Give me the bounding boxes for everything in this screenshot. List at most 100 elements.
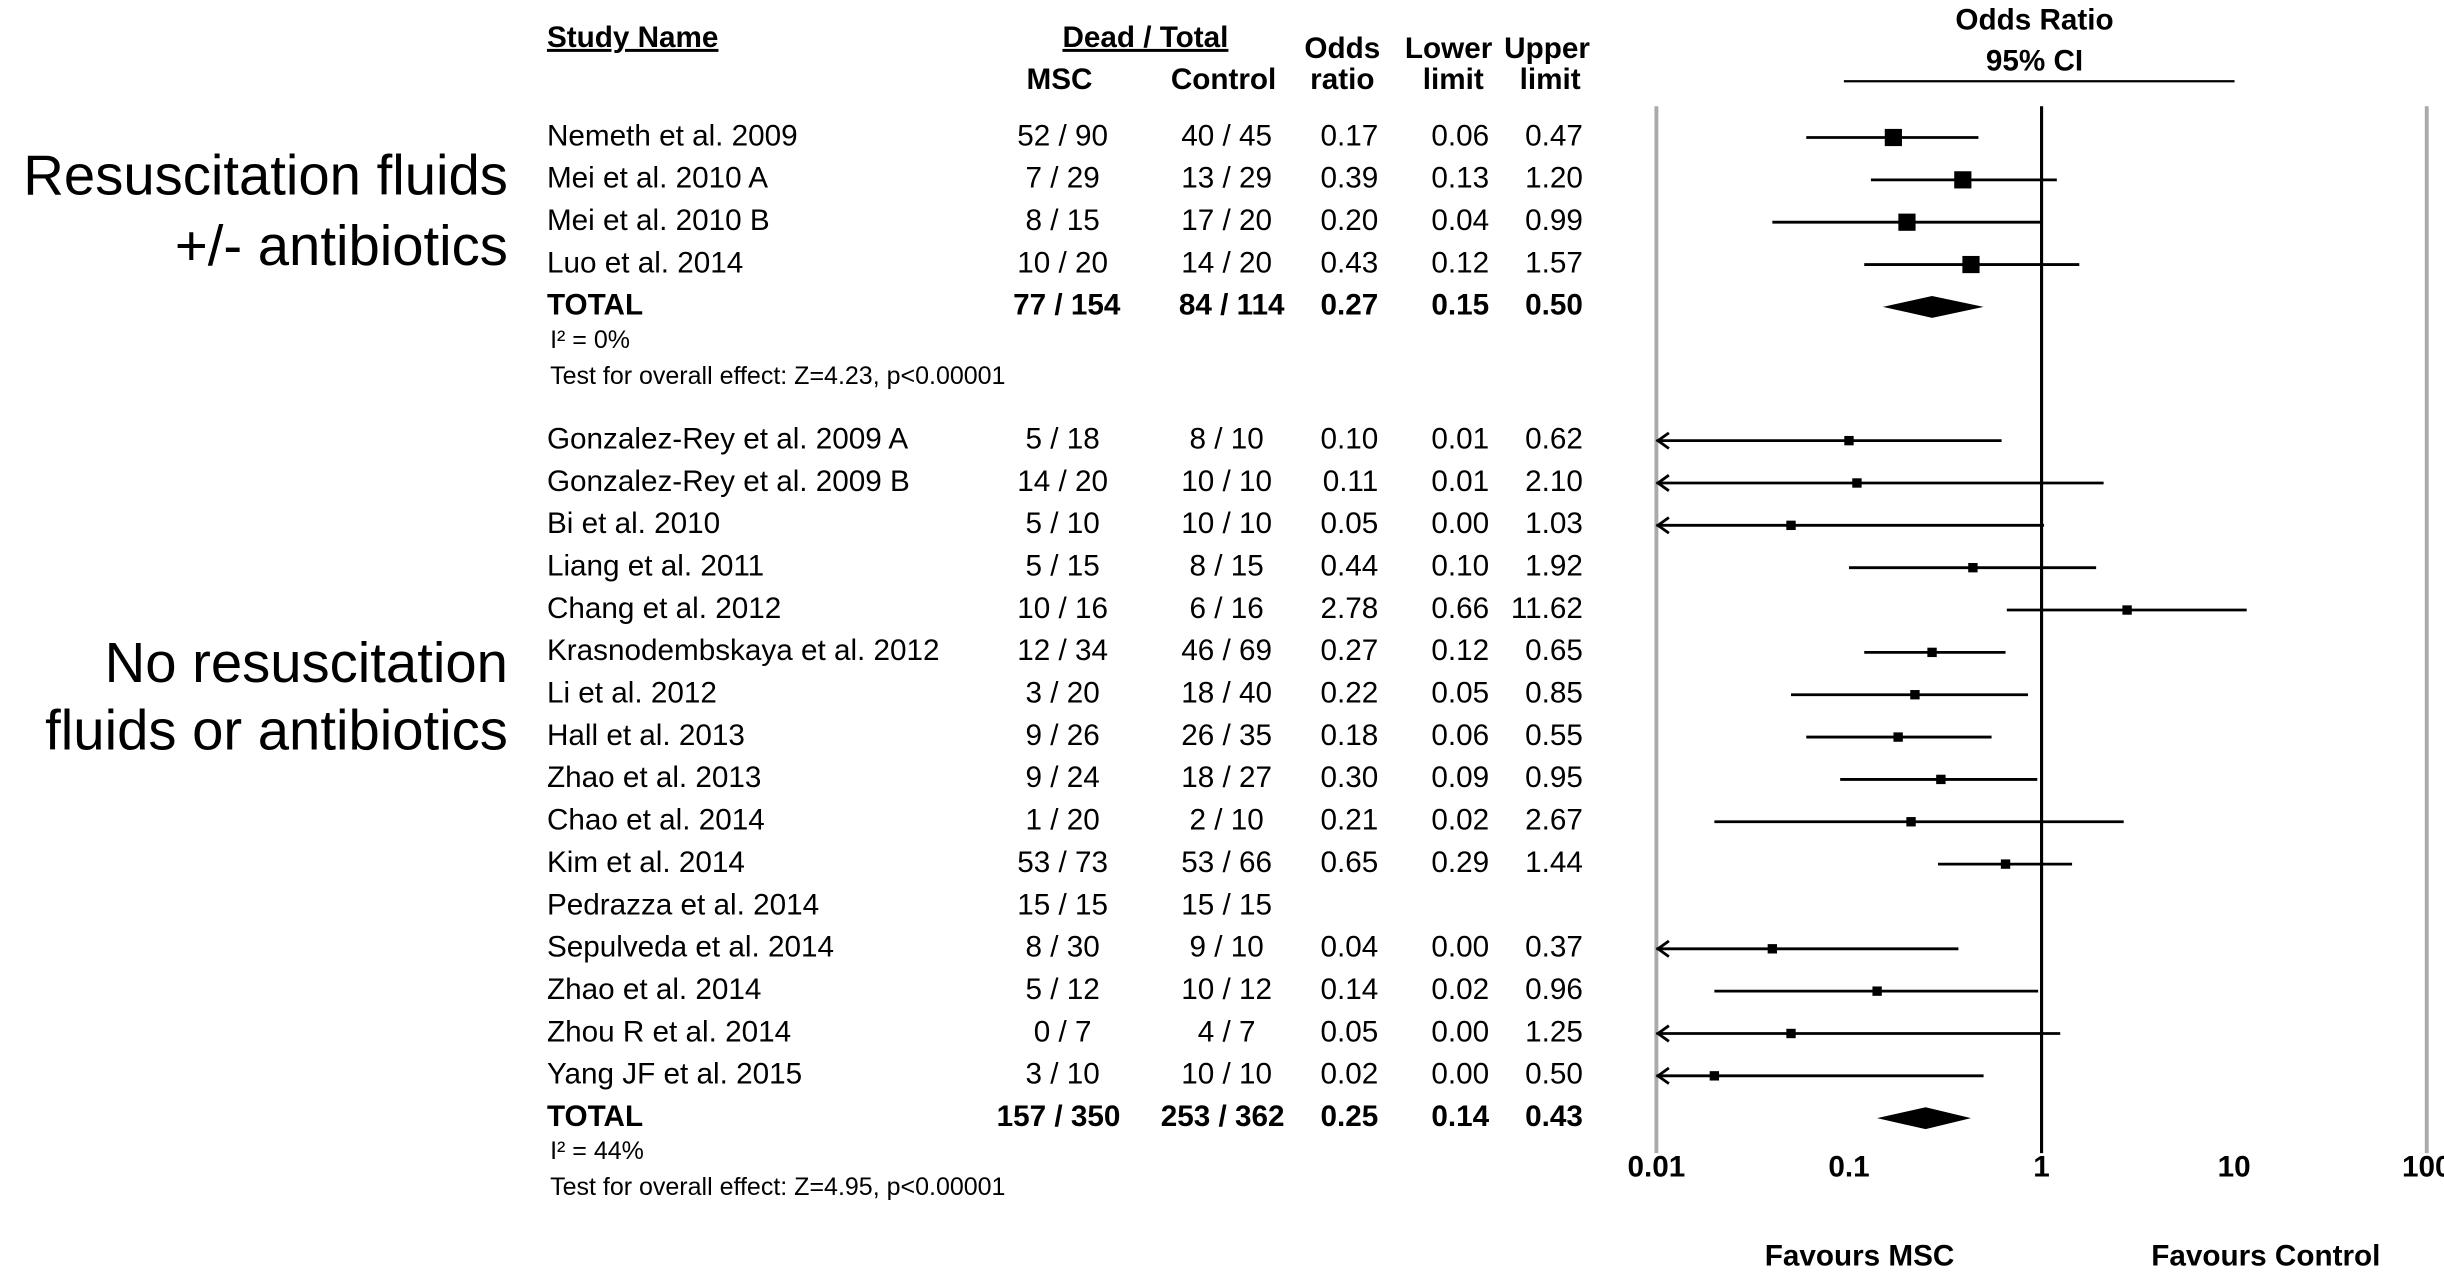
- pooled-diamond: [1877, 1107, 1971, 1130]
- study-name: Sepulveda et al. 2014: [547, 931, 834, 964]
- control-count: 53 / 66: [1181, 846, 1272, 879]
- point-estimate: [1968, 562, 1978, 573]
- header-control: Control: [1171, 63, 1276, 96]
- or-value: 0.10: [1320, 422, 1378, 455]
- or-value: 2.78: [1320, 592, 1378, 625]
- msc-count: 52 / 90: [1017, 119, 1108, 152]
- ci-arrow: [1655, 1066, 1670, 1085]
- ci-arrow: [1655, 1024, 1670, 1043]
- lower-value: 0.12: [1431, 246, 1489, 279]
- point-estimate: [1852, 478, 1862, 488]
- msc-count: 3 / 20: [1025, 677, 1099, 710]
- header-lower: limit: [1423, 63, 1484, 96]
- header-or: ratio: [1310, 63, 1374, 96]
- upper-value: 0.50: [1525, 1058, 1583, 1091]
- total-lower: 0.15: [1431, 289, 1489, 322]
- x-tick-label: 0.1: [1828, 1151, 1869, 1184]
- lower-value: 0.00: [1431, 931, 1489, 964]
- point-estimate: [1872, 986, 1882, 996]
- group-label: Resuscitation fluids: [23, 144, 508, 207]
- header-msc: MSC: [1027, 63, 1093, 96]
- control-count: 9 / 10: [1190, 931, 1264, 964]
- upper-value: 1.20: [1525, 162, 1583, 195]
- x-tick-label: 10: [2218, 1151, 2251, 1184]
- point-estimate: [1786, 1028, 1796, 1039]
- or-value: 0.05: [1320, 1015, 1378, 1048]
- or-value: 0.05: [1320, 507, 1378, 540]
- group-label: No resuscitation: [105, 631, 508, 694]
- point-estimate: [1936, 774, 1946, 785]
- point-estimate: [1906, 817, 1916, 827]
- msc-count: 0 / 7: [1034, 1015, 1092, 1048]
- lower-value: 0.06: [1431, 119, 1489, 152]
- or-value: 0.14: [1320, 973, 1378, 1006]
- or-value: 0.39: [1320, 162, 1378, 195]
- control-count: 18 / 27: [1181, 761, 1272, 794]
- header-upper: Upper: [1504, 32, 1590, 65]
- control-count: 46 / 69: [1181, 634, 1272, 667]
- control-count: 14 / 20: [1181, 246, 1272, 279]
- axis-subtitle: 95% CI: [1986, 44, 2083, 77]
- point-estimate: [2000, 859, 2011, 869]
- or-value: 0.22: [1320, 677, 1378, 710]
- lower-value: 0.66: [1431, 592, 1489, 625]
- lower-value: 0.10: [1431, 550, 1489, 583]
- study-name: Bi et al. 2010: [547, 507, 720, 540]
- x-tick-label: 100: [2402, 1151, 2444, 1184]
- header-upper: limit: [1520, 63, 1581, 96]
- study-name: Li et al. 2012: [547, 677, 717, 710]
- total-control: 253 / 362: [1161, 1100, 1285, 1133]
- or-value: 0.02: [1320, 1058, 1378, 1091]
- upper-value: 0.99: [1525, 204, 1583, 237]
- point-estimate: [1954, 171, 1972, 189]
- group-label: +/- antibiotics: [175, 214, 508, 277]
- control-count: 18 / 40: [1181, 677, 1272, 710]
- msc-count: 15 / 15: [1017, 888, 1108, 921]
- upper-value: 0.37: [1525, 931, 1583, 964]
- lower-value: 0.00: [1431, 507, 1489, 540]
- msc-count: 14 / 20: [1017, 465, 1108, 498]
- study-name: Nemeth et al. 2009: [547, 119, 798, 152]
- study-name: Krasnodembskaya et al. 2012: [547, 634, 940, 667]
- study-name: Mei et al. 2010 B: [547, 204, 770, 237]
- ci-arrow: [1655, 939, 1670, 958]
- msc-count: 5 / 18: [1025, 422, 1099, 455]
- header-dead-total: Dead / Total: [1062, 21, 1228, 54]
- control-count: 8 / 10: [1190, 422, 1264, 455]
- or-value: 0.65: [1320, 846, 1378, 879]
- ci-arrow: [1655, 516, 1670, 535]
- upper-value: 2.10: [1525, 465, 1583, 498]
- control-count: 17 / 20: [1181, 204, 1272, 237]
- upper-value: 0.55: [1525, 719, 1583, 752]
- study-name: Gonzalez-Rey et al. 2009 A: [547, 422, 908, 455]
- total-or: 0.27: [1320, 289, 1378, 322]
- heterogeneity: I² = 0%: [550, 326, 630, 354]
- point-estimate: [1927, 647, 1937, 658]
- x-tick-label: 1: [2033, 1151, 2050, 1184]
- axis-title: Odds Ratio: [1955, 4, 2113, 37]
- msc-count: 3 / 10: [1025, 1058, 1099, 1091]
- msc-count: 9 / 26: [1025, 719, 1099, 752]
- upper-value: 1.25: [1525, 1015, 1583, 1048]
- total-upper: 0.43: [1525, 1100, 1583, 1133]
- or-value: 0.44: [1320, 550, 1378, 583]
- lower-value: 0.05: [1431, 677, 1489, 710]
- or-value: 0.11: [1323, 465, 1379, 498]
- study-name: Kim et al. 2014: [547, 846, 745, 879]
- total-label: TOTAL: [547, 1100, 643, 1133]
- or-value: 0.17: [1320, 119, 1378, 152]
- lower-value: 0.02: [1431, 973, 1489, 1006]
- study-name: Zhou R et al. 2014: [547, 1015, 791, 1048]
- lower-value: 0.13: [1431, 162, 1489, 195]
- or-value: 0.18: [1320, 719, 1378, 752]
- or-value: 0.21: [1320, 804, 1378, 837]
- total-label: TOTAL: [547, 289, 643, 322]
- study-name: Liang et al. 2011: [547, 550, 764, 583]
- control-count: 6 / 16: [1190, 592, 1264, 625]
- header-lower: Lower: [1405, 32, 1493, 65]
- control-count: 10 / 10: [1181, 465, 1272, 498]
- lower-value: 0.29: [1431, 846, 1489, 879]
- point-estimate: [1962, 255, 1980, 274]
- group-label: fluids or antibiotics: [45, 698, 508, 761]
